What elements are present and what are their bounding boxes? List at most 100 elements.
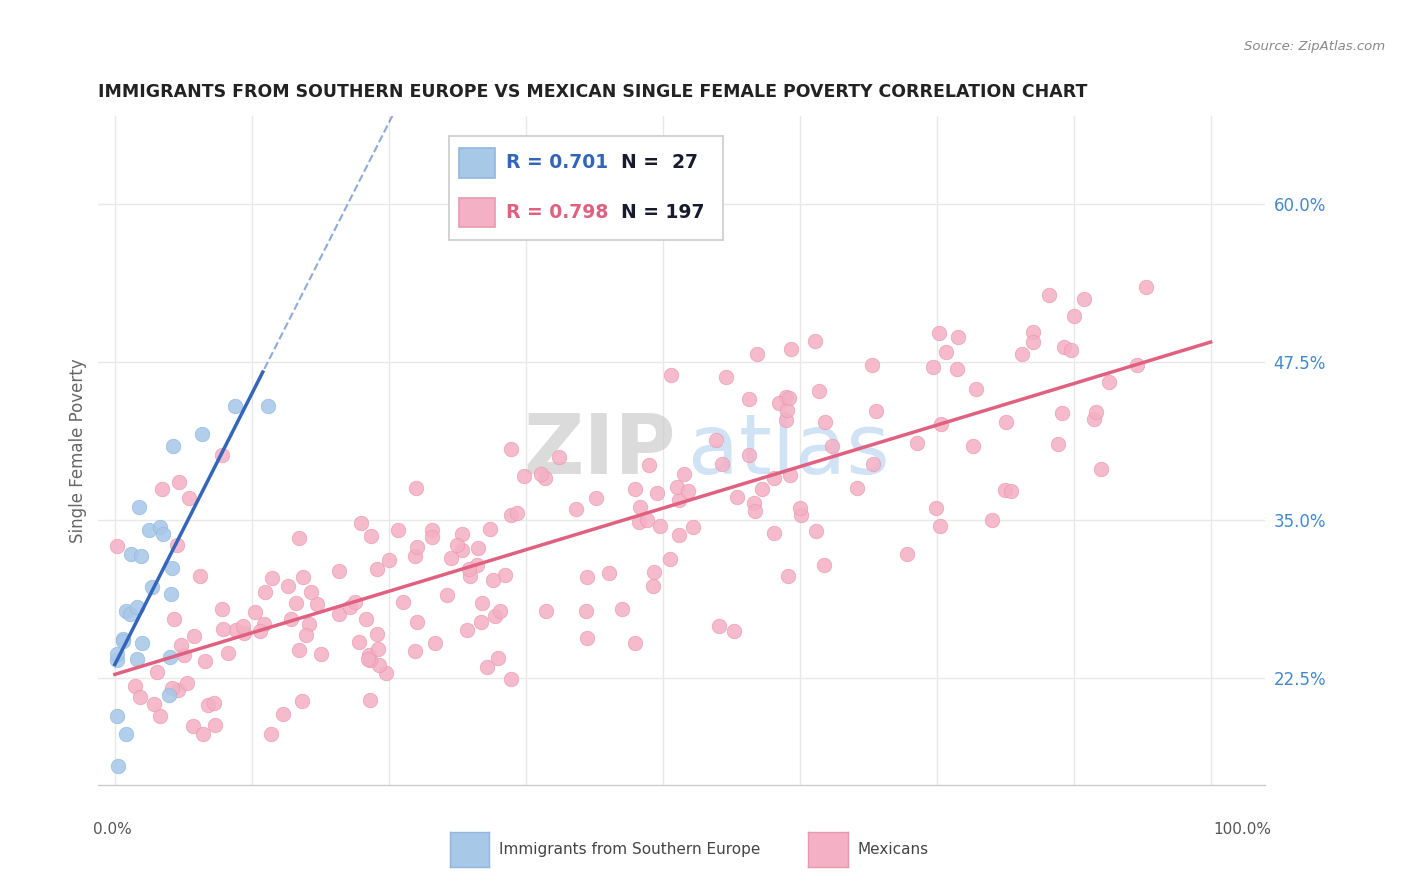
Point [1022,334,1045,349]
Point [647,486,669,500]
Point [420,523,443,537]
Point [673,467,696,481]
Point [162,439,184,453]
Text: N = 197: N = 197 [621,203,704,222]
Point [105,653,128,667]
Point [366,562,388,576]
Point [935,345,957,359]
Point [159,587,181,601]
Point [112,634,135,648]
Point [446,538,468,552]
Point [179,491,201,506]
Point [366,627,388,641]
Point [922,359,945,374]
Point [598,566,620,580]
Point [141,580,163,594]
Point [149,709,172,723]
Point [387,523,409,537]
Point [359,692,381,706]
Point [775,390,797,404]
Point [1083,411,1105,425]
Point [486,650,509,665]
Point [347,635,370,649]
Point [406,541,429,555]
Point [131,549,153,563]
Point [762,525,785,540]
Point [183,629,205,643]
Point [377,553,399,567]
Point [530,467,553,482]
Point [458,568,481,582]
Point [576,570,599,584]
Point [585,491,607,505]
Point [928,326,950,340]
Point [745,347,768,361]
Point [659,368,682,383]
Point [905,436,928,450]
Point [738,448,761,462]
Point [249,624,271,638]
Point [169,475,191,490]
Point [714,369,737,384]
Point [105,647,128,661]
Point [288,643,311,657]
Point [298,616,321,631]
Point [291,694,314,708]
Point [204,696,226,710]
Point [420,530,443,544]
Point [343,594,366,608]
Point [565,502,588,516]
Point [124,679,146,693]
Point [224,399,246,413]
Point [149,520,172,534]
Point [356,612,378,626]
Point [1084,404,1107,418]
Point [233,626,256,640]
Point [962,439,984,453]
Point [294,628,316,642]
Point [212,622,235,636]
Point [813,558,835,573]
Point [946,330,969,344]
Point [166,538,188,552]
Text: Immigrants from Southern Europe: Immigrants from Southern Europe [499,842,761,857]
Point [357,652,380,666]
Point [146,665,169,680]
Point [360,529,382,543]
Point [188,569,211,583]
Point [804,334,827,348]
Point [738,392,761,407]
Point [682,519,704,533]
Point [628,500,651,515]
Point [763,471,786,485]
Point [862,457,884,471]
Point [367,642,389,657]
Point [707,618,730,632]
Point [111,632,134,646]
Point [742,496,765,510]
Point [127,651,149,665]
Point [423,636,446,650]
Point [704,433,727,447]
Point [506,506,529,520]
Text: N =  27: N = 27 [621,153,699,172]
Point [751,482,773,496]
Point [128,500,150,514]
Point [1052,406,1074,420]
Point [211,602,233,616]
Point [183,719,205,733]
Text: 0.0%: 0.0% [93,822,131,837]
Point [779,342,801,356]
Point [1090,461,1112,475]
Point [1073,292,1095,306]
Point [482,573,505,587]
Point [456,623,478,637]
Point [457,562,479,576]
Point [499,442,522,457]
Point [994,415,1017,429]
Point [328,565,350,579]
Point [138,524,160,538]
Point [440,551,463,566]
Point [945,362,967,376]
Point [768,396,790,410]
